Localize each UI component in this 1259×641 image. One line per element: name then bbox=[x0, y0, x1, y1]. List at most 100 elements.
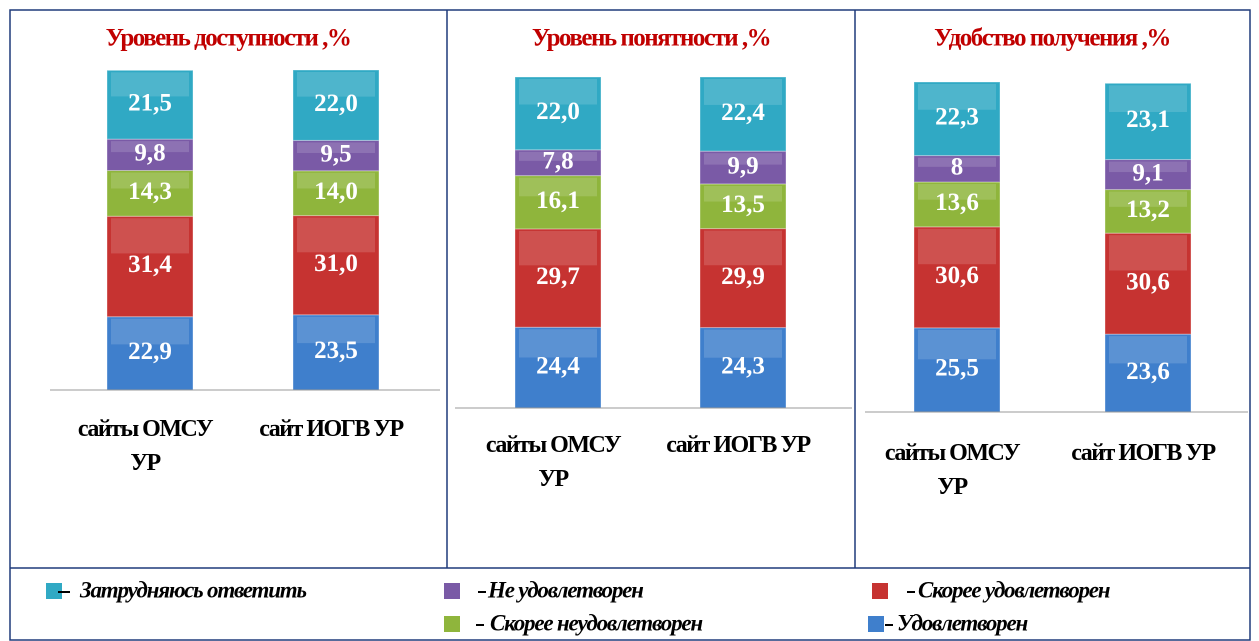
bar-segment bbox=[1104, 189, 1192, 234]
x-tick-label: сайт ИОГВ УР bbox=[1071, 440, 1216, 466]
bar-segment bbox=[292, 69, 380, 141]
bar-segment bbox=[699, 76, 787, 152]
value-label: 23,6 bbox=[1126, 358, 1170, 385]
legend-marker bbox=[444, 616, 460, 632]
value-label: 23,5 bbox=[314, 337, 358, 364]
bar-highlight bbox=[918, 228, 996, 265]
bar-highlight bbox=[297, 217, 375, 253]
bar-highlight bbox=[918, 84, 996, 110]
legend-marker bbox=[868, 616, 884, 632]
value-label: 9,8 bbox=[134, 140, 165, 167]
bar-segment bbox=[699, 327, 787, 409]
bar-highlight bbox=[918, 183, 996, 200]
value-label: 9,1 bbox=[1132, 159, 1163, 186]
legend-marker bbox=[444, 583, 460, 599]
value-label: 13,5 bbox=[721, 191, 765, 218]
x-tick-label: сайт ИОГВ УР bbox=[259, 416, 404, 442]
bar-segment bbox=[913, 327, 1001, 413]
bar-highlight bbox=[704, 329, 782, 358]
value-label: 25,5 bbox=[935, 355, 979, 382]
value-label: 14,3 bbox=[128, 178, 172, 205]
value-label: 8 bbox=[951, 154, 964, 181]
bar-segment bbox=[699, 228, 787, 329]
value-label: 29,7 bbox=[536, 263, 580, 290]
x-tick-label: сайты ОМСУ УР bbox=[485, 432, 622, 492]
value-label: 23,1 bbox=[1126, 106, 1170, 133]
bar-segment bbox=[106, 316, 194, 391]
bar-segment bbox=[106, 69, 194, 140]
bar-highlight bbox=[297, 142, 375, 154]
value-label: 16,1 bbox=[536, 187, 580, 214]
bar-highlight bbox=[1109, 336, 1187, 364]
bar-highlight bbox=[918, 157, 996, 167]
bar-segment bbox=[1104, 333, 1192, 413]
chart-title: Уровень доступности ,% bbox=[106, 25, 351, 52]
bar-segment bbox=[1104, 82, 1192, 161]
legend-label: Скорее удовлетворен bbox=[918, 577, 1111, 602]
bar-segment bbox=[913, 181, 1001, 228]
value-label: 31,0 bbox=[314, 250, 358, 277]
value-label: 22,0 bbox=[536, 98, 580, 125]
legend-marker bbox=[872, 583, 888, 599]
value-label: 9,5 bbox=[320, 140, 351, 167]
bar-highlight bbox=[704, 79, 782, 105]
bar-highlight bbox=[297, 172, 375, 189]
bar-segment bbox=[514, 326, 602, 409]
value-label: 21,5 bbox=[128, 89, 172, 116]
legend-label: Затрудняюсь ответить bbox=[79, 577, 306, 602]
bar-segment bbox=[699, 150, 787, 185]
x-tick-label: сайты ОМСУ УР bbox=[884, 440, 1021, 500]
value-label: 29,9 bbox=[721, 263, 765, 290]
value-label: 14,0 bbox=[314, 178, 358, 205]
bar-segment bbox=[1104, 159, 1192, 191]
value-label: 13,6 bbox=[935, 189, 979, 216]
bar-highlight bbox=[704, 185, 782, 202]
bar-highlight bbox=[519, 177, 597, 197]
bar-highlight bbox=[519, 230, 597, 266]
value-label: 22,4 bbox=[721, 99, 765, 126]
bar-highlight bbox=[519, 329, 597, 358]
legend-label: Не удовлетворен bbox=[487, 577, 644, 602]
frame bbox=[9, 9, 1251, 641]
x-tick-label: сайт ИОГВ УР bbox=[666, 432, 811, 458]
legend-marker bbox=[46, 583, 62, 599]
bar-segment bbox=[514, 149, 602, 177]
value-label: 22,9 bbox=[128, 338, 172, 365]
bar-segment bbox=[699, 183, 787, 230]
bar-segment bbox=[913, 226, 1001, 329]
bar-highlight bbox=[519, 79, 597, 105]
bar-highlight bbox=[704, 230, 782, 266]
bar-highlight bbox=[111, 218, 189, 254]
bar-highlight bbox=[1109, 235, 1187, 271]
bar-highlight bbox=[918, 329, 996, 360]
bar-highlight bbox=[111, 318, 189, 345]
bar-segment bbox=[913, 81, 1001, 157]
value-label: 13,2 bbox=[1126, 196, 1170, 223]
value-label: 24,4 bbox=[536, 352, 580, 379]
value-label: 30,6 bbox=[1126, 268, 1170, 295]
bar-highlight bbox=[1109, 191, 1187, 207]
bar-highlight bbox=[111, 72, 189, 97]
bar-segment bbox=[514, 175, 602, 230]
chart-title: Уровень понятности ,% bbox=[532, 25, 770, 52]
bar-highlight bbox=[297, 72, 375, 97]
bar-highlight bbox=[1109, 161, 1187, 173]
value-label: 31,4 bbox=[128, 251, 172, 278]
legend-label: Удовлетворен bbox=[897, 610, 1028, 635]
bar-highlight bbox=[297, 316, 375, 344]
bar-segment bbox=[292, 139, 380, 172]
bar-highlight bbox=[111, 172, 189, 189]
chart-title: Удобство получения ,% bbox=[934, 25, 1170, 52]
bar-segment bbox=[514, 76, 602, 151]
bar-highlight bbox=[704, 153, 782, 165]
bar-segment bbox=[106, 215, 194, 318]
bar-segment bbox=[106, 169, 194, 217]
value-label: 7,8 bbox=[542, 147, 573, 174]
value-label: 30,6 bbox=[935, 262, 979, 289]
value-label: 9,9 bbox=[727, 152, 758, 179]
value-label: 24,3 bbox=[721, 353, 765, 380]
bar-segment bbox=[292, 170, 380, 217]
x-tick-label: сайты ОМСУ УР bbox=[77, 416, 214, 476]
